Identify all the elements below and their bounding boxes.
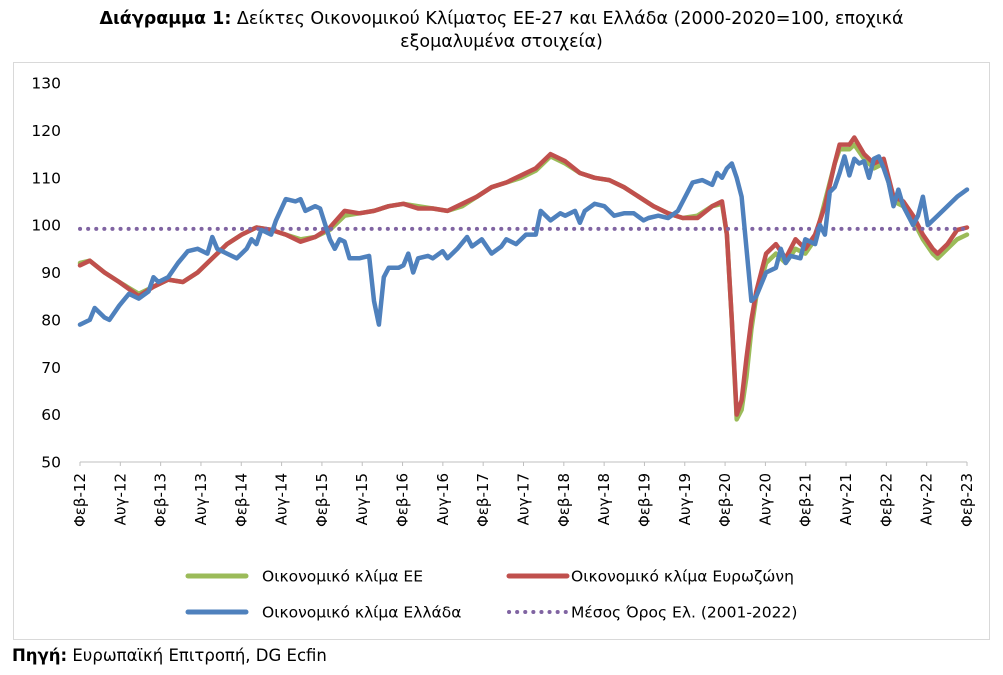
x-tick-label: Φεβ-23 [958, 473, 976, 527]
y-tick-label: 100 [31, 217, 61, 235]
x-tick-label: Φεβ-14 [232, 473, 250, 527]
source-text: Ευρωπαϊκή Επιτροπή, DG Ecfin [67, 646, 327, 665]
x-tick-label: Αυγ-21 [837, 473, 855, 525]
x-tick-label: Αυγ-19 [676, 473, 694, 525]
y-tick-label: 110 [31, 169, 61, 187]
x-tick-label: Φεβ-18 [555, 473, 573, 527]
chart-title: Διάγραμμα 1: Δείκτες Οικονομικού Κλίματο… [0, 8, 1003, 54]
x-tick-label: Φεβ-16 [394, 473, 412, 527]
x-tick-label: Αυγ-14 [273, 473, 291, 525]
legend-label: Μέσος Όρος Ελ. (2001-2022) [571, 604, 797, 622]
x-tick-label: Φεβ-12 [71, 473, 89, 527]
x-tick-label: Αυγ-12 [111, 473, 129, 525]
x-tick-label: Αυγ-17 [515, 473, 533, 525]
x-tick-label: Φεβ-19 [635, 473, 653, 527]
y-tick-label: 60 [41, 406, 61, 424]
x-tick-label: Αυγ-13 [192, 473, 210, 525]
chart-title-line1: Δείκτες Οικονομικού Κλίματος ΕΕ-27 και Ε… [231, 9, 904, 29]
x-tick-label: Αυγ-20 [756, 473, 774, 525]
source-label: Πηγή: [12, 646, 68, 665]
x-tick-label: Αυγ-18 [595, 473, 613, 525]
x-tick-label: Φεβ-13 [152, 473, 170, 527]
chart-area [13, 62, 990, 640]
x-tick-label: Αυγ-15 [353, 473, 371, 525]
y-tick-label: 120 [31, 122, 61, 140]
x-tick-label: Αυγ-16 [434, 473, 452, 525]
chart-title-line2: εξομαλυμένα στοιχεία) [400, 32, 603, 52]
x-tick-label: Αυγ-22 [918, 473, 936, 525]
y-tick-label: 90 [41, 264, 61, 282]
source-note: Πηγή: Ευρωπαϊκή Επιτροπή, DG Ecfin [12, 646, 327, 665]
x-tick-label: Φεβ-21 [797, 473, 815, 527]
chart-title-bold: Διάγραμμα 1: [99, 9, 232, 29]
legend-label: Οικονομικό κλίμα Ελλάδα [262, 604, 461, 622]
y-tick-label: 80 [41, 311, 61, 329]
series-line-2 [77, 154, 970, 327]
legend-label: Οικονομικό κλίμα Ευρωζώνη [571, 568, 794, 586]
x-tick-label: Φεβ-15 [313, 473, 331, 527]
x-tick-label: Φεβ-20 [716, 473, 734, 527]
legend-label: Οικονομικό κλίμα ΕΕ [262, 568, 423, 586]
x-tick-label: Φεβ-22 [877, 473, 895, 527]
y-tick-label: 70 [41, 359, 61, 377]
y-tick-label: 50 [41, 454, 61, 472]
y-tick-label: 130 [31, 75, 61, 93]
x-tick-label: Φεβ-17 [474, 473, 492, 527]
